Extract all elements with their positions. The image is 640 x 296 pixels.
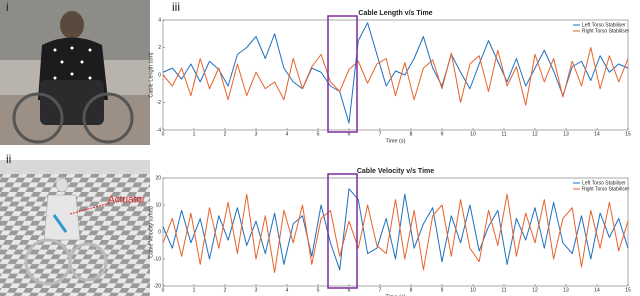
x-tick-label: 11: [501, 287, 506, 293]
y-tick-label: 0: [158, 229, 161, 235]
x-tick-label: 13: [563, 131, 569, 137]
x-tick-label: 15: [625, 287, 631, 293]
highlight: [327, 15, 358, 133]
x-tick-label: 10: [470, 131, 476, 137]
y-tick-label: 0: [158, 72, 161, 78]
panel-label: iii: [172, 0, 180, 14]
x-tick-label: 12: [532, 131, 538, 137]
y-axis-label: Cable Length (cm): [148, 52, 154, 97]
x-tick-label: 4: [286, 287, 289, 293]
x-tick-label: 14: [594, 131, 600, 137]
plot-area: [162, 177, 629, 287]
panel-label: i: [6, 0, 9, 14]
x-tick-label: 6: [348, 287, 351, 293]
x-tick-label: 1: [193, 287, 196, 293]
x-tick-label: 0: [162, 131, 165, 137]
x-tick-label: 2: [224, 287, 227, 293]
x-tick-label: 7: [379, 287, 382, 293]
series-line: [162, 188, 629, 271]
x-tick-label: 0: [162, 287, 165, 293]
annotation: Actuator: [108, 195, 146, 206]
y-tick-label: 20: [155, 175, 161, 181]
x-tick-label: 15: [625, 131, 631, 137]
x-axis-label: Time (s): [386, 294, 406, 296]
legend-label: Right Torso Stabiliser: [582, 28, 629, 34]
x-tick-label: 9: [441, 287, 444, 293]
x-tick-label: 11: [501, 131, 506, 137]
x-tick-label: 3: [255, 287, 258, 293]
x-tick-label: 4: [286, 131, 289, 137]
series-line: [162, 22, 629, 124]
y-tick-label: 10: [155, 202, 161, 208]
x-tick-label: 1: [193, 131, 196, 137]
series-line: [162, 193, 629, 273]
y-axis-label: Cable Velocity (cm/s): [148, 206, 154, 258]
x-tick-label: 5: [317, 131, 320, 137]
y-tick-label: -20: [154, 283, 161, 289]
legend-label: Right Torso Stabiliser: [582, 186, 629, 192]
x-tick-label: 8: [410, 131, 413, 137]
x-tick-label: 3: [255, 131, 258, 137]
render: [0, 160, 150, 296]
y-tick-label: 2: [158, 45, 161, 51]
x-tick-label: 9: [441, 131, 444, 137]
x-axis-label: Time (s): [386, 138, 406, 144]
x-tick-label: 10: [470, 287, 476, 293]
legend-label: Left Torso Stabiliser: [582, 180, 626, 186]
x-tick-label: 13: [563, 287, 569, 293]
x-tick-label: 8: [410, 287, 413, 293]
x-tick-label: 2: [224, 131, 227, 137]
chart-title: Cable Velocity v/s Time: [357, 168, 434, 175]
x-tick-label: 5: [317, 287, 320, 293]
y-tick-label: -10: [154, 256, 161, 262]
y-tick-label: -2: [157, 100, 162, 106]
y-tick-label: 4: [158, 17, 161, 23]
y-tick-label: -4: [157, 127, 162, 133]
series-line: [162, 47, 629, 106]
x-tick-label: 6: [348, 131, 351, 137]
highlight: [327, 173, 358, 289]
x-tick-label: 12: [532, 287, 538, 293]
x-tick-label: 14: [594, 287, 600, 293]
x-tick-label: 7: [379, 131, 382, 137]
chart-title: Cable Length v/s Time: [358, 10, 432, 17]
legend-label: Left Torso Stabiliser: [582, 22, 626, 28]
photo: [0, 0, 150, 145]
panel-label: ii: [6, 152, 11, 166]
plot-area: [162, 19, 629, 131]
